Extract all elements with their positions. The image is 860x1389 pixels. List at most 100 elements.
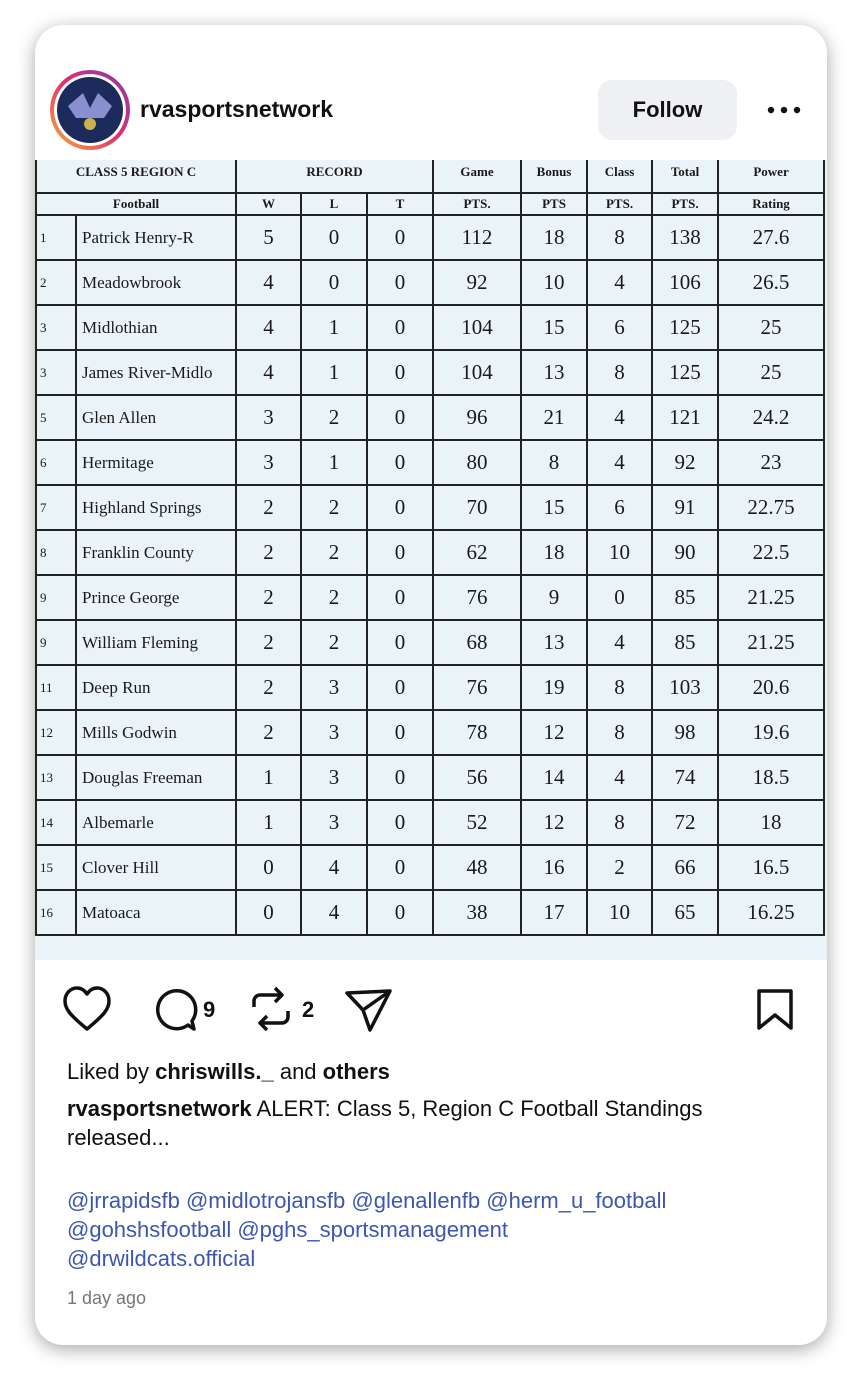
stat: 18 [717, 799, 826, 846]
column-header: Football [35, 192, 237, 216]
stat: 1 [235, 799, 302, 846]
table-row: 3 Midlothian 4 1 0 104 15 6 125 25 [35, 304, 826, 351]
table-row: 7 Highland Springs 2 2 0 70 15 6 91 22.75 [35, 484, 826, 531]
stat: 8 [520, 439, 589, 486]
timestamp: 1 day ago [67, 1288, 147, 1308]
rank: 3 [35, 349, 77, 396]
table-row: 15 Clover Hill 0 4 0 48 16 2 66 16.5 [35, 844, 826, 891]
hashtag[interactable]: @jrrapidsfb [67, 1188, 180, 1213]
repost-icon[interactable] [252, 986, 290, 1032]
stat: 0 [365, 574, 435, 621]
rank: 9 [35, 619, 77, 666]
stat: 85 [651, 619, 720, 666]
header-row: Football W L T PTS. PTS PTS. PTS. Rating [35, 192, 826, 216]
stat: 48 [432, 844, 523, 891]
column-header: PTS. [651, 192, 720, 216]
stat: 10 [586, 529, 654, 576]
stat: 3 [235, 439, 302, 486]
follow-button[interactable]: Follow [598, 80, 737, 140]
hashtag[interactable]: @drwildcats.official [67, 1246, 256, 1271]
stat: 0 [365, 889, 435, 936]
stat: 96 [432, 394, 523, 441]
table-row: 1 Patrick Henry-R 5 0 0 112 18 8 138 27.6 [35, 214, 826, 261]
table-row: 12 Mills Godwin 2 3 0 78 12 8 98 19.6 [35, 709, 826, 756]
stat: 65 [651, 889, 720, 936]
stat: 0 [365, 394, 435, 441]
stat: 125 [651, 349, 720, 396]
team: Albemarle [75, 799, 237, 846]
table-row: 2 Meadowbrook 4 0 0 92 10 4 106 26.5 [35, 259, 826, 306]
liker[interactable]: chriswills._ [155, 1059, 274, 1084]
stat: 8 [586, 349, 654, 396]
team: Franklin County [75, 529, 237, 576]
stat: 22.75 [717, 484, 826, 531]
hashtag[interactable]: @midlotrojansfb [185, 1188, 346, 1213]
stat: 10 [586, 889, 654, 936]
more-menu[interactable] [766, 104, 802, 116]
hashtag[interactable]: @herm_u_football [486, 1188, 667, 1213]
caption-user[interactable]: rvasportsnetwork [67, 1096, 252, 1121]
stat: 18 [520, 529, 589, 576]
stat: 25 [717, 349, 826, 396]
hashtag[interactable]: @glenallenfb [351, 1188, 481, 1213]
stat: 22.5 [717, 529, 826, 576]
comment-icon[interactable] [155, 988, 198, 1031]
stat: 8 [586, 799, 654, 846]
stat: 0 [365, 439, 435, 486]
stat: 2 [300, 529, 368, 576]
stat: 0 [365, 214, 435, 261]
likes-and: and [279, 1059, 317, 1084]
stat: 18 [520, 214, 589, 261]
share-icon[interactable] [345, 989, 392, 1032]
like-icon[interactable] [63, 986, 111, 1031]
stat: 12 [520, 799, 589, 846]
stat: 4 [586, 619, 654, 666]
stat: 4 [586, 259, 654, 306]
stat: 104 [432, 304, 523, 351]
username[interactable]: rvasportsnetwork [140, 96, 334, 122]
team: Mills Godwin [75, 709, 237, 756]
stat: 0 [365, 754, 435, 801]
stat: 0 [235, 844, 302, 891]
table-row: 5 Glen Allen 3 2 0 96 21 4 121 24.2 [35, 394, 826, 441]
team: Deep Run [75, 664, 237, 711]
stat: 15 [520, 484, 589, 531]
stat: 112 [432, 214, 523, 261]
rank: 2 [35, 259, 77, 306]
rank: 6 [35, 439, 77, 486]
column-header: PTS. [586, 192, 654, 216]
stat: 8 [586, 664, 654, 711]
stat: 23 [717, 439, 826, 486]
hashtag[interactable]: @pghs_sportsmanagement [237, 1217, 508, 1242]
stat: 2 [300, 394, 368, 441]
stat: 8 [586, 214, 654, 261]
stat: 13 [520, 619, 589, 666]
likes-others[interactable]: others [322, 1059, 390, 1084]
save-icon[interactable] [755, 988, 797, 1032]
stat: 20.6 [717, 664, 826, 711]
team: Clover Hill [75, 844, 237, 891]
stat: 85 [651, 574, 720, 621]
stat: 0 [365, 664, 435, 711]
rank: 12 [35, 709, 77, 756]
stat: 0 [365, 259, 435, 306]
rank: 13 [35, 754, 77, 801]
stat: 3 [235, 394, 302, 441]
stat: 0 [300, 259, 368, 306]
avatar[interactable] [48, 68, 132, 152]
comment-count: 9 [203, 997, 216, 1022]
stat: 3 [300, 709, 368, 756]
rank: 1 [35, 214, 77, 261]
stat: 2 [300, 574, 368, 621]
hashtag[interactable]: @gohshsfootball [67, 1217, 232, 1242]
stat: 16.25 [717, 889, 826, 936]
team: Midlothian [75, 304, 237, 351]
stat: 2 [586, 844, 654, 891]
stat: 1 [300, 304, 368, 351]
stat: 80 [432, 439, 523, 486]
stat: 1 [235, 754, 302, 801]
stat: 72 [651, 799, 720, 846]
stat: 6 [586, 304, 654, 351]
stat: 4 [586, 754, 654, 801]
header-row: CLASS 5 REGION C RECORD Game Bonus Class Tota… [35, 160, 826, 194]
